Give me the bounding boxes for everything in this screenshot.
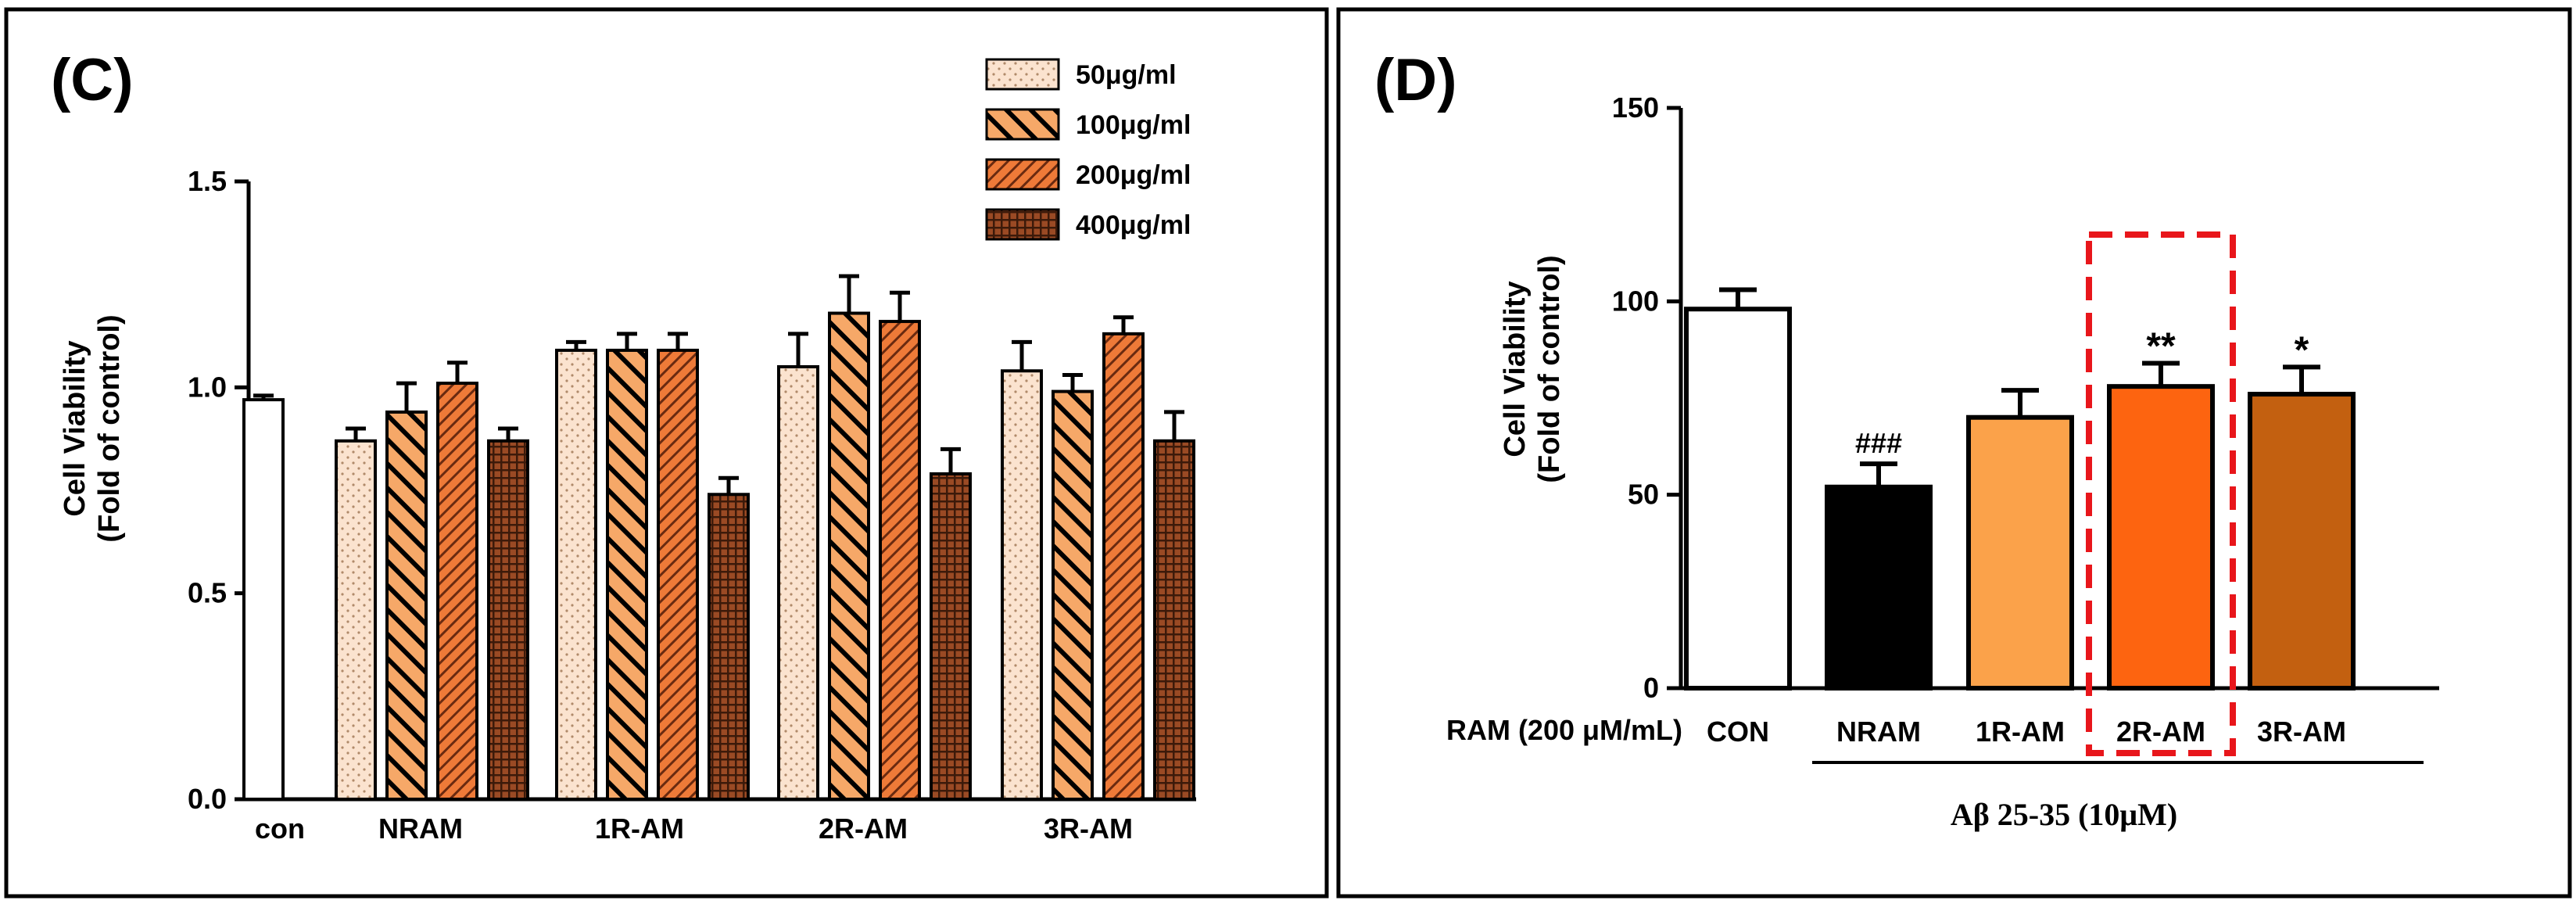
panel-c-bar [930,472,972,802]
panel-d-ylabel-line2: (Fold of control) [1533,255,1566,482]
panel-c-category-label: 1R-AM [595,813,684,845]
panel-c-bar [606,348,648,801]
panel-c-bar [777,365,819,801]
panel-c-y-tick-label: 1.5 [188,165,227,197]
panel-c-legend-swatch [985,108,1060,141]
panel-c-legend-label: 100μg/ml [1076,110,1191,140]
panel-d-bar [1966,414,2074,691]
panel-d-ylabel-line1: Cell Viability [1499,281,1532,457]
panel-d-category-label: 3R-AM [2257,716,2346,748]
panel-c-category-label: 3R-AM [1044,813,1133,845]
panel-d-label: (D) [1374,47,1457,113]
panel-c-bar [828,311,870,801]
panel-d-bar [1825,484,1933,691]
panel-c-bar [1052,389,1094,802]
panel-d-y-tick-label: 0 [1643,672,1659,704]
panel-d-significance-label: ** [2146,325,2176,367]
panel-d-y-tick-label: 100 [1612,285,1659,317]
panel-c-bar [708,493,750,801]
panel-c-legend-label: 50μg/ml [1076,60,1177,90]
panel-c-y-tick-label: 0.5 [188,577,227,609]
panel-c-bar [385,410,428,802]
panel-c-legend-swatch [985,208,1060,241]
panel-c-ylabel-line1: Cell Viability [59,340,91,516]
panel-c-legend-label: 200μg/ml [1076,160,1191,190]
panel-c-bar [487,439,529,801]
panel-d-row-label: RAM (200 μM/mL) [1446,714,1682,746]
panel-c-legend-label: 400μg/ml [1076,210,1191,240]
panel-c-frame [4,7,1329,899]
panel-c-category-label: 2R-AM [819,813,908,845]
panel-c-plot: 0.0 0.5 1.0 1.5 con NRAM 1R-AM 2R-AM 3R-AM 50μg/m… [188,58,1196,845]
panel-d-category-label: CON [1707,716,1769,748]
panel-c-ylabel-line2: (Fold of control) [93,314,126,542]
panel-d-y-tick-label: 150 [1612,91,1659,124]
panel-d-significance-label: ### [1855,427,1902,459]
panel-d-bar [1684,307,1792,691]
panel-c-legend-swatch [985,158,1060,191]
panel-c-bar [436,382,478,802]
panel-c-y-tick-label: 1.0 [188,371,227,403]
panel-d-y-tick-label: 50 [1628,479,1659,511]
panel-c-category-label: NRAM [378,813,463,845]
panel-c-bar [879,320,921,802]
panel-c-bar [1001,369,1043,801]
panel-d-category-label: NRAM [1836,716,1921,748]
panel-d-category-label: 2R-AM [2116,716,2205,748]
panel-c-label: (C) [51,47,134,113]
panel-c-bar [335,439,377,801]
panel-c-category-label: con [255,813,305,845]
panel-d-group-label: Aβ 25-35 (10μM) [1951,797,2177,832]
panel-d-category-label: 1R-AM [1976,716,2065,748]
panel-c-bar [1153,439,1195,801]
panel-d-bar [2107,384,2215,691]
panel-c-legend-swatch [985,58,1060,91]
panel-d-bar [2248,392,2356,691]
panel-c-y-tick-label: 0.0 [188,783,227,815]
panel-d-significance-label: * [2295,329,2309,371]
panel-d-plot: 0 50 100 150 CON NRAM ### 1R-AM 2R-AM ** 3R-AM * [1612,91,2439,764]
panel-d-frame [1336,7,2572,899]
panel-c-bar [555,348,597,801]
panel-c-bar [1102,332,1145,802]
panel-c-bar [242,398,285,801]
panel-d-highlight-box [2086,231,2236,756]
panel-c-bar [657,348,699,801]
